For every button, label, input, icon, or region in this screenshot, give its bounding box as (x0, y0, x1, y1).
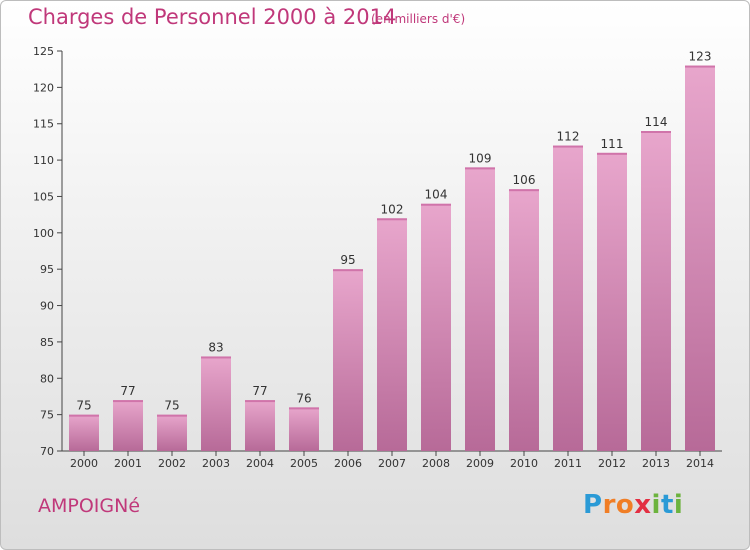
x-tick-label: 2000 (70, 457, 98, 470)
data-label: 109 (469, 151, 492, 165)
bar-cap (157, 414, 187, 417)
bar-cap (465, 167, 495, 170)
bar-cap (333, 269, 363, 272)
logo-letter: i (673, 490, 684, 520)
x-tick-label: 2014 (686, 457, 714, 470)
bar (245, 400, 275, 451)
bar-cap (113, 400, 143, 403)
data-label: 111 (601, 137, 624, 151)
y-tick-label: 70 (40, 445, 54, 458)
bar-cap (421, 203, 451, 206)
bar (377, 218, 407, 451)
bar (597, 152, 627, 451)
x-tick-label: 2002 (158, 457, 186, 470)
data-label: 104 (425, 188, 448, 202)
commune-name: AMPOIGNé (38, 495, 141, 517)
y-tick-label: 110 (33, 154, 54, 167)
y-tick-label: 75 (40, 409, 54, 422)
y-tick-label: 100 (33, 227, 54, 240)
bar (113, 400, 143, 451)
logo-letter: i (651, 490, 661, 520)
bar-cap (509, 189, 539, 192)
proxiti-logo[interactable]: Proxiti (583, 490, 683, 520)
bar (69, 414, 99, 451)
bar (201, 356, 231, 451)
bar-cap (289, 407, 319, 410)
bar (509, 189, 539, 451)
data-label: 112 (557, 130, 580, 144)
bar (421, 203, 451, 451)
data-label: 77 (252, 384, 267, 398)
logo-letter: o (615, 490, 635, 520)
bar-cap (69, 414, 99, 417)
y-tick-label: 120 (33, 81, 54, 94)
y-tick-label: 125 (33, 45, 54, 58)
x-tick-label: 2008 (422, 457, 450, 470)
x-tick-label: 2007 (378, 457, 406, 470)
data-label: 75 (76, 399, 91, 413)
chart-title: Charges de Personnel 2000 à 2014 (28, 5, 397, 29)
x-tick-label: 2004 (246, 457, 274, 470)
bar (157, 414, 187, 451)
chart-subtitle: (en milliers d'€) (371, 12, 466, 26)
data-label: 75 (164, 399, 179, 413)
data-label: 102 (381, 202, 404, 216)
logo-letter: P (583, 490, 603, 520)
bar-cap (201, 356, 231, 359)
bar (641, 131, 671, 451)
x-tick-label: 2005 (290, 457, 318, 470)
data-label: 76 (296, 391, 311, 405)
data-label: 123 (689, 50, 712, 64)
x-tick-label: 2009 (466, 457, 494, 470)
bar (465, 167, 495, 451)
x-tick-label: 2010 (510, 457, 538, 470)
data-label: 83 (208, 340, 223, 354)
x-tick-label: 2012 (598, 457, 626, 470)
x-tick-label: 2006 (334, 457, 362, 470)
x-tick-label: 2003 (202, 457, 230, 470)
bar-cap (553, 145, 583, 148)
y-tick-label: 85 (40, 336, 54, 349)
y-tick-label: 90 (40, 300, 54, 313)
bar-cap (597, 152, 627, 155)
data-label: 114 (645, 115, 668, 129)
y-tick-label: 80 (40, 372, 54, 385)
bar-cap (377, 218, 407, 221)
data-label: 106 (513, 173, 536, 187)
data-label: 95 (340, 253, 355, 267)
bar-cap (685, 65, 715, 68)
x-tick-label: 2001 (114, 457, 142, 470)
bar (553, 145, 583, 451)
bar-cap (641, 131, 671, 133)
logo-letter: x (634, 490, 652, 520)
data-label: 77 (120, 384, 135, 398)
x-tick-label: 2013 (642, 457, 670, 470)
y-tick-label: 115 (33, 118, 54, 131)
bar (685, 65, 715, 451)
bar (289, 407, 319, 451)
bar-cap (245, 400, 275, 403)
logo-letter: t (660, 490, 674, 520)
x-tick-label: 2011 (554, 457, 582, 470)
bar (333, 269, 363, 451)
y-tick-label: 95 (40, 263, 54, 276)
logo-letter: r (602, 490, 616, 520)
y-tick-label: 105 (33, 190, 54, 203)
